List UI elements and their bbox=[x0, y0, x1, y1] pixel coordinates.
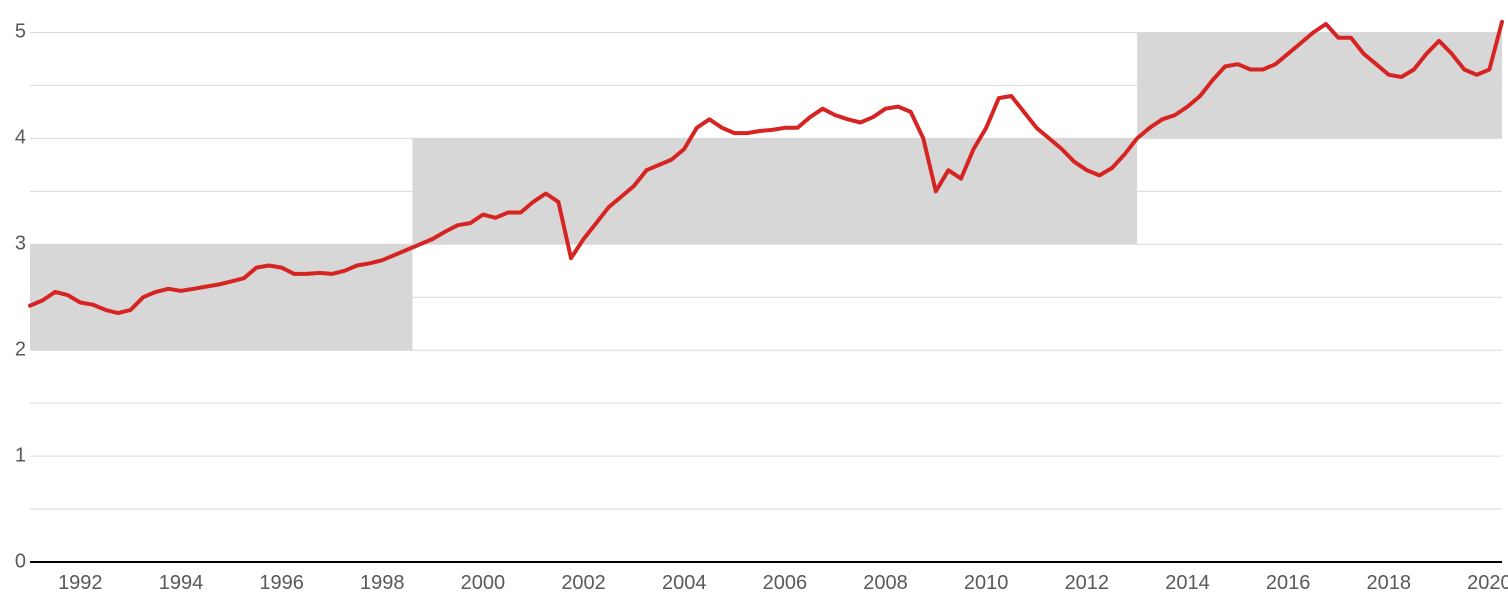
x-tick-label: 2010 bbox=[964, 572, 1009, 595]
x-tick-label: 2008 bbox=[863, 572, 908, 595]
x-tick-label: 2020 bbox=[1467, 572, 1508, 595]
x-tick-label: 2018 bbox=[1367, 572, 1412, 595]
y-tick-label: 2 bbox=[15, 339, 26, 362]
y-tick-label: 3 bbox=[15, 233, 26, 256]
x-tick-label: 2000 bbox=[461, 572, 506, 595]
y-tick-label: 5 bbox=[15, 21, 26, 44]
x-tick-label: 2012 bbox=[1065, 572, 1110, 595]
x-tick-label: 2006 bbox=[763, 572, 808, 595]
y-tick-label: 1 bbox=[15, 445, 26, 468]
x-tick-label: 1996 bbox=[259, 572, 304, 595]
line-chart: 0 1 2 3 4 5 1992 1994 1996 1998 2000 2002 2004 2006 2… bbox=[0, 0, 1508, 604]
x-tick-label: 2004 bbox=[662, 572, 707, 595]
chart-svg bbox=[0, 0, 1508, 604]
y-tick-label: 0 bbox=[15, 551, 26, 574]
x-tick-label: 1998 bbox=[360, 572, 405, 595]
x-tick-label: 2016 bbox=[1266, 572, 1311, 595]
x-tick-label: 2002 bbox=[561, 572, 606, 595]
x-tick-label: 1994 bbox=[159, 572, 204, 595]
y-tick-label: 4 bbox=[15, 127, 26, 150]
x-tick-label: 1992 bbox=[58, 572, 103, 595]
x-tick-label: 2014 bbox=[1165, 572, 1210, 595]
